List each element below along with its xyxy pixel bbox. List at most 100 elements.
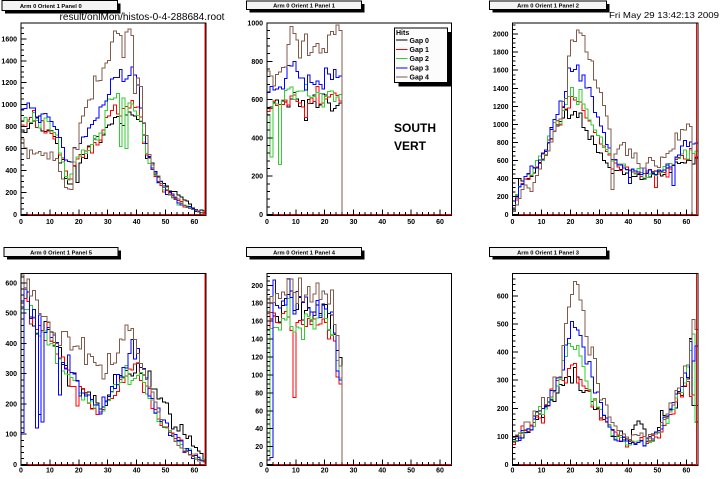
svg-text:30: 30 bbox=[104, 219, 112, 226]
svg-text:1600: 1600 bbox=[1, 36, 17, 43]
svg-text:1000: 1000 bbox=[493, 122, 509, 129]
svg-text:50: 50 bbox=[162, 468, 170, 474]
svg-text:50: 50 bbox=[407, 219, 415, 226]
svg-text:500: 500 bbox=[5, 311, 17, 318]
svg-text:40: 40 bbox=[625, 219, 633, 226]
svg-text:20: 20 bbox=[567, 468, 575, 474]
svg-text:30: 30 bbox=[104, 468, 112, 474]
svg-text:40: 40 bbox=[255, 426, 263, 433]
svg-text:400: 400 bbox=[5, 168, 17, 175]
svg-text:600: 600 bbox=[251, 97, 263, 104]
svg-text:60: 60 bbox=[255, 408, 263, 415]
svg-text:10: 10 bbox=[538, 468, 546, 474]
svg-text:200: 200 bbox=[497, 406, 509, 413]
svg-text:1400: 1400 bbox=[1, 58, 17, 65]
svg-text:Gap 4: Gap 4 bbox=[410, 75, 430, 82]
svg-text:60: 60 bbox=[191, 219, 199, 226]
svg-text:20: 20 bbox=[255, 444, 263, 451]
svg-text:800: 800 bbox=[251, 59, 263, 66]
svg-text:0: 0 bbox=[13, 462, 17, 469]
svg-text:160: 160 bbox=[251, 319, 263, 326]
svg-text:0: 0 bbox=[505, 462, 509, 469]
svg-text:100: 100 bbox=[5, 432, 17, 439]
svg-text:40: 40 bbox=[378, 468, 386, 474]
svg-text:50: 50 bbox=[654, 219, 662, 226]
svg-text:400: 400 bbox=[497, 176, 509, 183]
svg-text:Arm 0 Orient 1 Panel 0: Arm 0 Orient 1 Panel 0 bbox=[20, 4, 82, 10]
svg-text:1000: 1000 bbox=[1, 102, 17, 109]
svg-text:Arm 0 Orient 1 Panel 5: Arm 0 Orient 1 Panel 5 bbox=[30, 250, 93, 256]
svg-text:10: 10 bbox=[292, 468, 300, 474]
svg-text:0: 0 bbox=[19, 468, 23, 474]
svg-text:Hits: Hits bbox=[396, 30, 409, 37]
svg-text:50: 50 bbox=[162, 219, 170, 226]
svg-text:800: 800 bbox=[497, 140, 509, 147]
svg-text:30: 30 bbox=[350, 468, 358, 474]
svg-text:0: 0 bbox=[511, 219, 515, 226]
svg-text:100: 100 bbox=[497, 434, 509, 441]
svg-text:SOUTH: SOUTH bbox=[394, 121, 436, 135]
svg-text:2000: 2000 bbox=[493, 32, 509, 39]
svg-text:200: 200 bbox=[497, 194, 509, 201]
svg-text:Gap 3: Gap 3 bbox=[410, 65, 430, 72]
svg-text:60: 60 bbox=[436, 219, 444, 226]
svg-text:0: 0 bbox=[13, 212, 17, 219]
svg-text:0: 0 bbox=[19, 219, 23, 226]
svg-text:40: 40 bbox=[625, 468, 633, 474]
svg-text:200: 200 bbox=[5, 401, 17, 408]
svg-text:200: 200 bbox=[5, 190, 17, 197]
svg-text:300: 300 bbox=[5, 371, 17, 378]
svg-text:40: 40 bbox=[133, 468, 141, 474]
svg-text:30: 30 bbox=[350, 219, 358, 226]
svg-text:60: 60 bbox=[436, 468, 444, 474]
svg-text:140: 140 bbox=[251, 337, 263, 344]
svg-text:120: 120 bbox=[251, 355, 263, 362]
svg-text:Arm 0 Orient 1 Panel 4: Arm 0 Orient 1 Panel 4 bbox=[273, 250, 336, 256]
svg-text:result/onlMon/histos-0-4-28868: result/onlMon/histos-0-4-288684.root bbox=[60, 11, 225, 23]
svg-text:0: 0 bbox=[259, 462, 263, 469]
svg-text:400: 400 bbox=[497, 350, 509, 357]
svg-text:1000: 1000 bbox=[247, 21, 263, 28]
svg-text:30: 30 bbox=[596, 468, 604, 474]
svg-text:180: 180 bbox=[251, 301, 263, 308]
svg-text:20: 20 bbox=[321, 219, 329, 226]
svg-text:20: 20 bbox=[321, 468, 329, 474]
svg-text:600: 600 bbox=[497, 158, 509, 165]
svg-text:50: 50 bbox=[654, 468, 662, 474]
svg-text:1600: 1600 bbox=[493, 68, 509, 75]
svg-text:10: 10 bbox=[538, 219, 546, 226]
svg-text:1400: 1400 bbox=[493, 86, 509, 93]
svg-text:800: 800 bbox=[5, 124, 17, 131]
svg-text:600: 600 bbox=[5, 146, 17, 153]
svg-text:60: 60 bbox=[191, 468, 199, 474]
svg-text:1200: 1200 bbox=[493, 104, 509, 111]
svg-text:0: 0 bbox=[511, 468, 515, 474]
svg-text:Gap 1: Gap 1 bbox=[410, 47, 430, 54]
svg-text:10: 10 bbox=[46, 468, 54, 474]
svg-text:20: 20 bbox=[75, 219, 83, 226]
svg-text:1200: 1200 bbox=[1, 80, 17, 87]
svg-text:200: 200 bbox=[251, 174, 263, 181]
svg-text:50: 50 bbox=[407, 468, 415, 474]
svg-text:20: 20 bbox=[75, 468, 83, 474]
svg-text:30: 30 bbox=[596, 219, 604, 226]
svg-text:0: 0 bbox=[505, 212, 509, 219]
svg-text:80: 80 bbox=[255, 390, 263, 397]
svg-text:Arm 0 Orient 1 Panel 1: Arm 0 Orient 1 Panel 1 bbox=[273, 4, 336, 10]
svg-text:0: 0 bbox=[265, 219, 269, 226]
svg-text:10: 10 bbox=[46, 219, 54, 226]
svg-text:1800: 1800 bbox=[493, 50, 509, 57]
svg-text:600: 600 bbox=[497, 293, 509, 300]
svg-text:200: 200 bbox=[251, 283, 263, 290]
svg-text:400: 400 bbox=[251, 135, 263, 142]
svg-text:0: 0 bbox=[265, 468, 269, 474]
svg-text:Arm 0 Orient 1 Panel 3: Arm 0 Orient 1 Panel 3 bbox=[517, 250, 580, 256]
svg-text:60: 60 bbox=[683, 219, 691, 226]
svg-text:0: 0 bbox=[259, 212, 263, 219]
svg-text:20: 20 bbox=[567, 219, 575, 226]
svg-text:100: 100 bbox=[251, 372, 263, 379]
svg-text:400: 400 bbox=[5, 341, 17, 348]
svg-text:300: 300 bbox=[497, 378, 509, 385]
svg-text:Gap 0: Gap 0 bbox=[410, 38, 430, 45]
svg-text:VERT: VERT bbox=[394, 139, 427, 153]
